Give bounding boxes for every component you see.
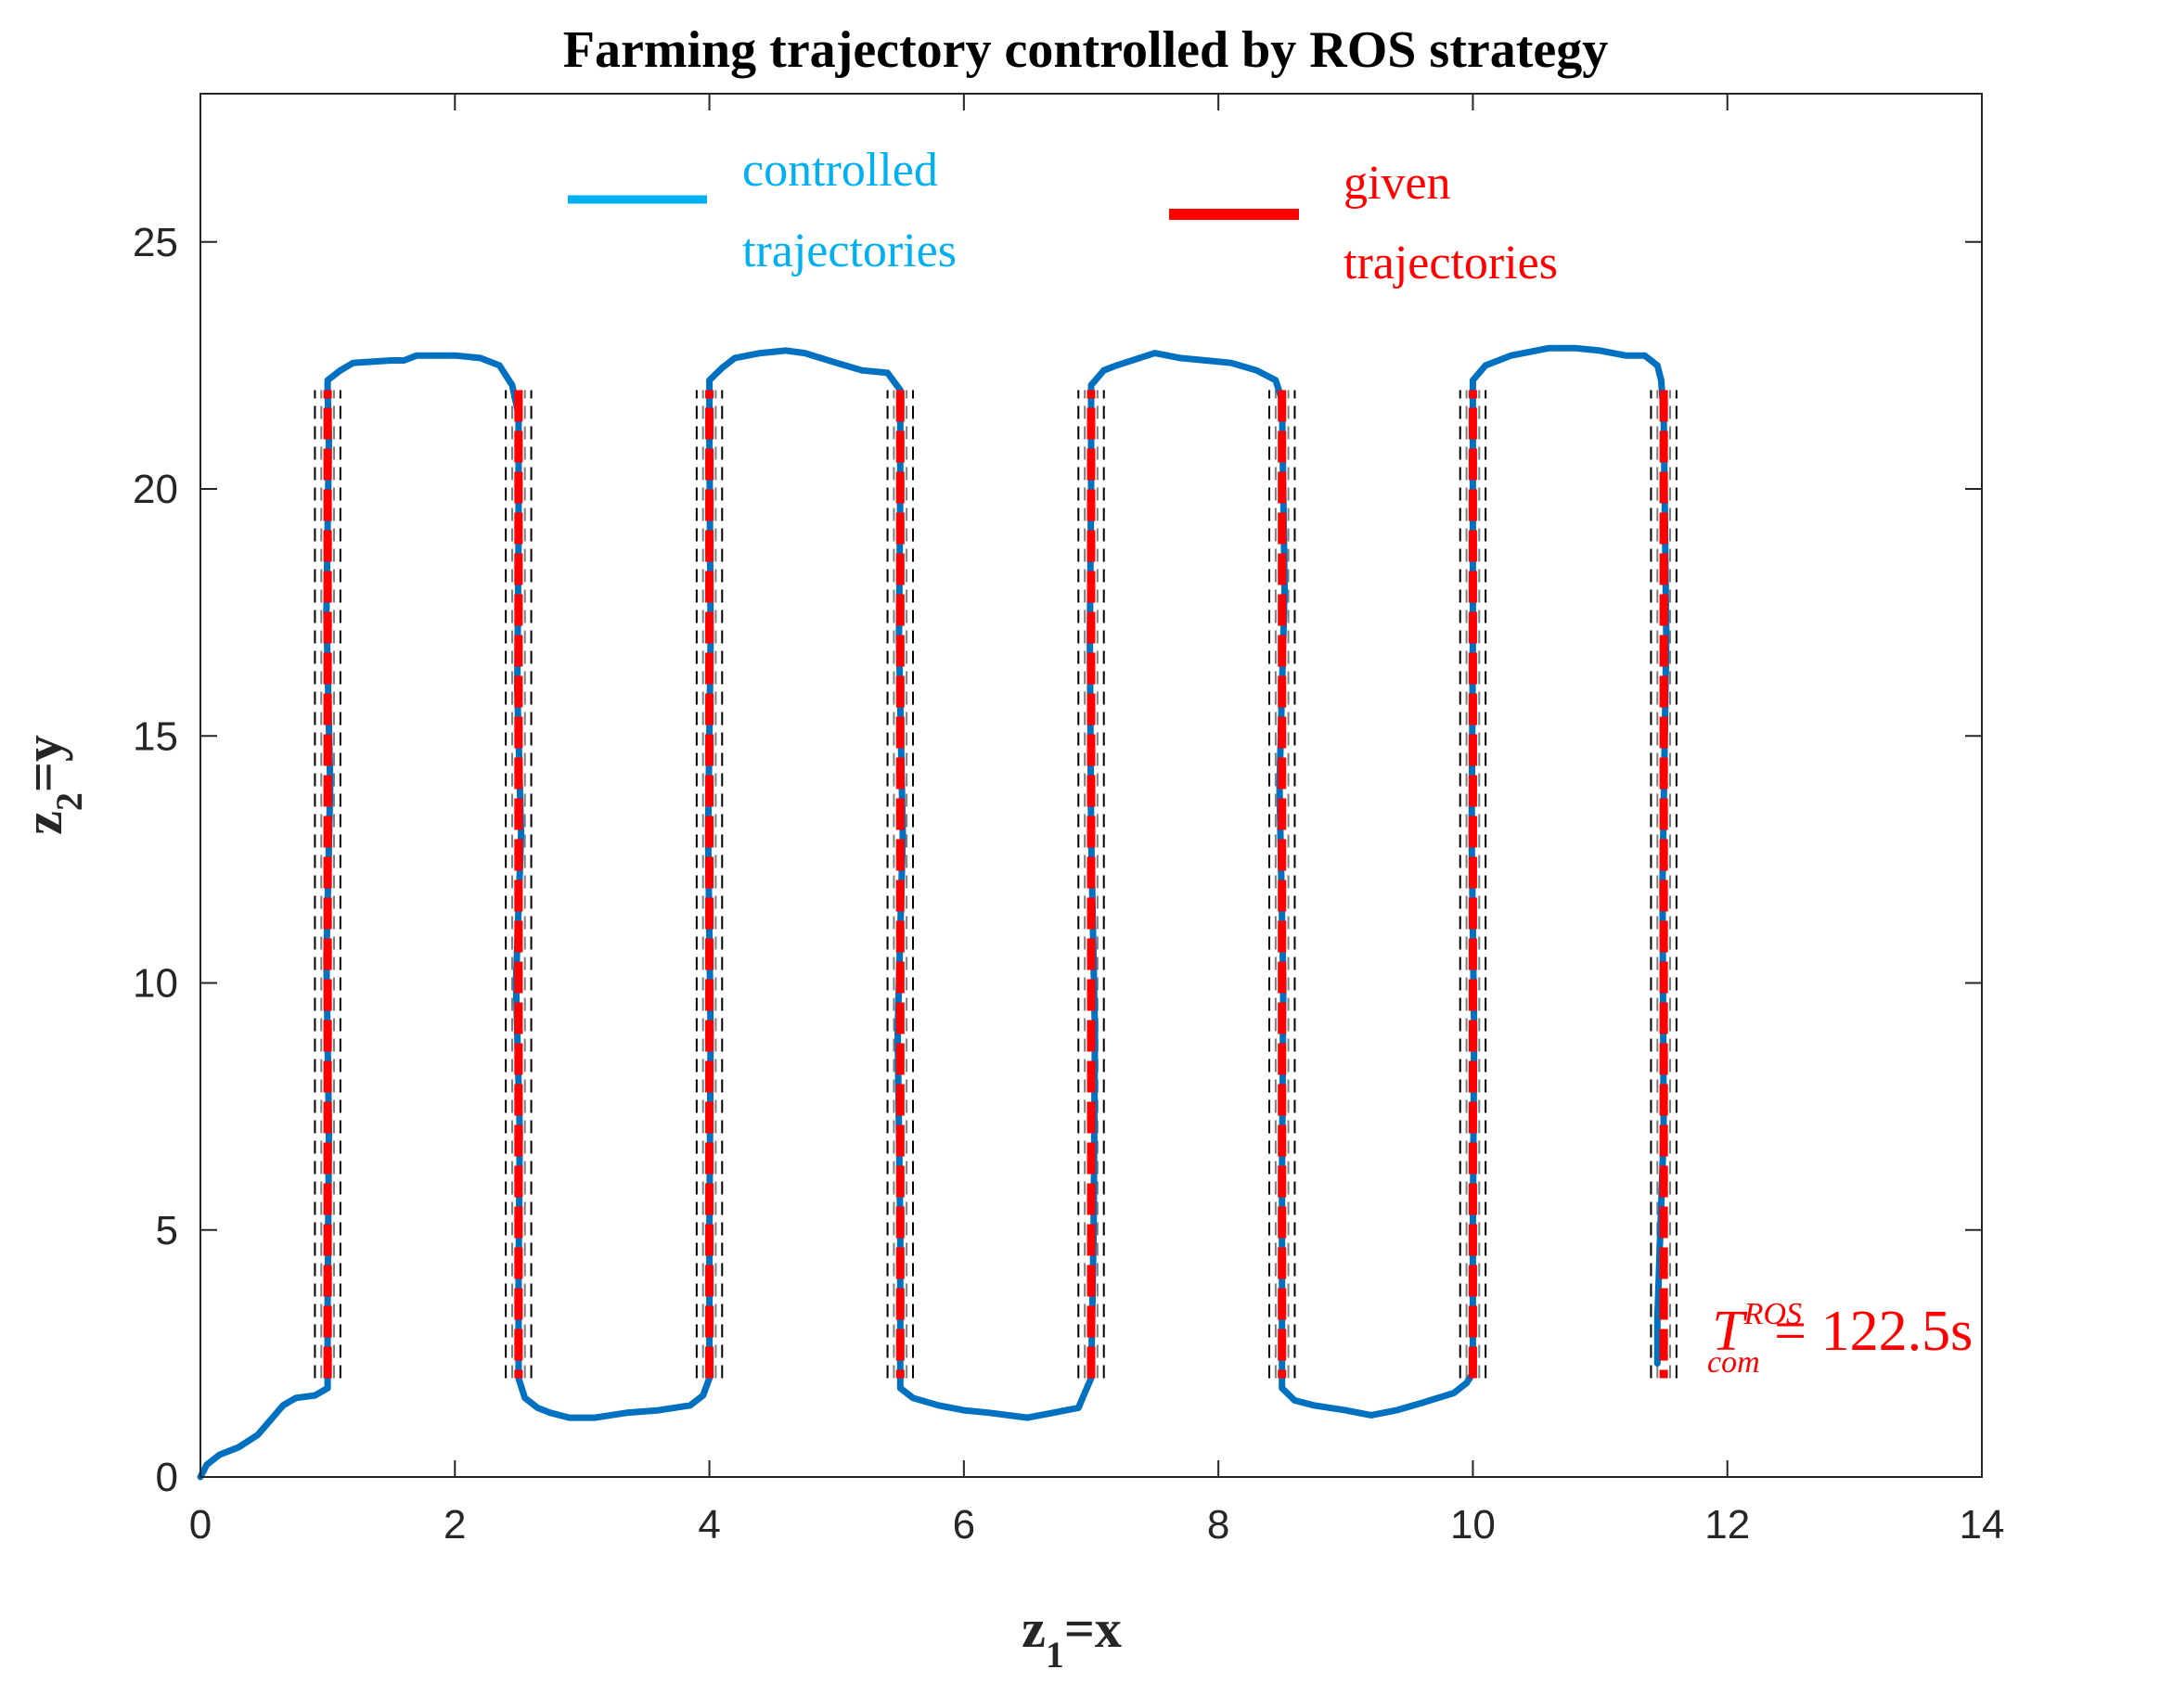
y-tick-label-3: 15 <box>133 713 178 759</box>
y-tick-label-2: 10 <box>133 961 178 1007</box>
y-tick-label-1: 5 <box>156 1208 178 1253</box>
x-tick-label-2: 4 <box>698 1502 720 1547</box>
x-tick-label-5: 10 <box>1450 1502 1496 1547</box>
x-tick-label-6: 12 <box>1704 1502 1750 1547</box>
x-tick-label-4: 8 <box>1207 1502 1229 1547</box>
axes: 0 2 4 6 8 10 12 14 0 5 10 15 20 25 <box>133 94 2004 1547</box>
legend-label-given-1: given <box>1344 157 1451 210</box>
legend-label-given-2: trajectories <box>1344 237 1558 289</box>
x-tick-label-7: 14 <box>1960 1502 2005 1547</box>
x-tick-label-1: 2 <box>444 1502 466 1547</box>
legend-label-controlled-2: trajectories <box>742 225 957 277</box>
legend-label-controlled-1: controlled <box>742 144 938 197</box>
y-axis-label: z2=y <box>13 735 90 835</box>
y-tick-label-0: 0 <box>156 1455 178 1500</box>
y-tick-label-5: 25 <box>133 220 178 265</box>
x-axis-label: z1=x <box>1022 1599 1122 1676</box>
x-tick-label-3: 6 <box>953 1502 975 1547</box>
legend: controlled trajectories given trajectori… <box>568 144 1558 289</box>
y-tick-label-4: 20 <box>133 467 178 512</box>
completion-time-annotation: TROS com = 122.5s <box>1707 1297 1973 1380</box>
x-tick-label-0: 0 <box>189 1502 212 1547</box>
chart-title: Farming trajectory controlled by ROS str… <box>563 21 1608 79</box>
axes-box <box>199 93 1983 1478</box>
plot-area <box>197 344 1678 1481</box>
